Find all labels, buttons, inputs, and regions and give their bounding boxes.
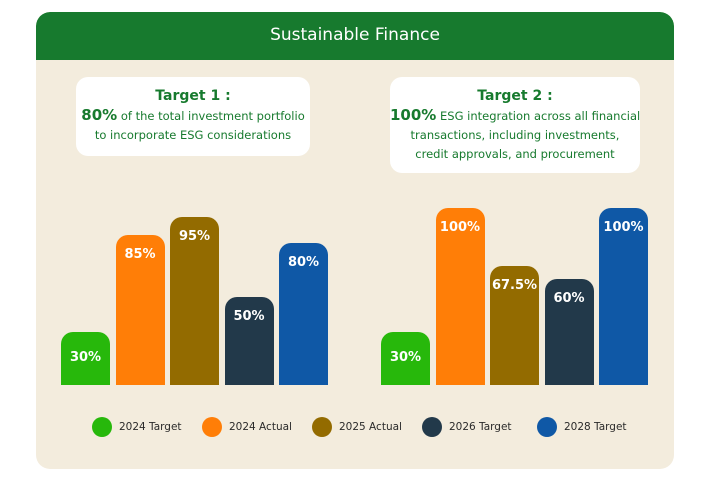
legend-circle-icon [92, 417, 112, 437]
legend-label: 2024 Actual [229, 421, 292, 433]
legend-label: 2024 Target [119, 421, 182, 433]
bar-value-label: 67.5% [491, 277, 538, 293]
bar-value-label: 85% [124, 246, 156, 262]
legend-circle-icon [422, 417, 442, 437]
target-1-line-1: 80% of the total investment portfolio [76, 106, 310, 126]
bar-target-2024: 30% [61, 331, 110, 385]
legend-circle-icon [202, 417, 222, 437]
target-1-line-1-text: of the total investment portfolio [117, 109, 305, 123]
header-bar: Sustainable Finance [36, 12, 674, 60]
legend-label: 2025 Actual [339, 421, 402, 433]
target-2-highlight: 100% [390, 106, 437, 124]
target-2-line-1-text: ESG integration across all financial [436, 109, 641, 123]
legend-label: 2028 Target [564, 421, 627, 433]
bar-value-label: 95% [178, 228, 211, 244]
target-2-line-1: 100% ESG integration across all financia… [390, 106, 640, 126]
target-2-line-2: transactions, including investments, [410, 128, 620, 142]
bar-value-label: 50% [233, 308, 265, 324]
bar-value-label: 100% [603, 220, 644, 235]
target-2-card: Target 2 : 100% ESG integration across a… [390, 77, 640, 173]
legend-circle-icon [312, 417, 332, 437]
sustainable-finance-panel: Sustainable Finance Target 1 : 80% of th… [36, 12, 674, 469]
bar-actual-2024: 85% [115, 234, 165, 385]
target-2-line-3: credit approvals, and procurement [415, 147, 615, 161]
bar-actual-2024: 100% [435, 208, 485, 385]
bar-target-2026: 60% [544, 278, 594, 385]
target-1-card: Target 1 : 80% of the total investment p… [76, 77, 310, 156]
target-1-line-2: to incorporate ESG considerations [94, 128, 292, 142]
bar-value-label: 80% [287, 255, 320, 271]
target-1-highlight: 80% [81, 106, 118, 124]
bar-actual-2025: 95% [170, 216, 219, 385]
page-title: Sustainable Finance [270, 25, 440, 45]
bar-target-2024: 30% [381, 331, 430, 385]
legend-circle-icon [537, 417, 557, 437]
target-1-title: Target 1 : [155, 88, 231, 104]
bar-actual-2025: 67.5% [490, 265, 539, 385]
legend-label: 2026 Target [449, 421, 512, 433]
bar-value-label: 60% [553, 290, 585, 306]
target-2-title: Target 2 : [477, 88, 553, 104]
bar-value-label: 30% [389, 350, 422, 366]
bar-value-label: 100% [439, 220, 481, 235]
bar-value-label: 30% [69, 350, 102, 366]
bar-target-2028: 80% [279, 243, 328, 385]
bar-target-2026: 50% [224, 296, 274, 385]
bar-target-2028: 100% [599, 208, 648, 385]
